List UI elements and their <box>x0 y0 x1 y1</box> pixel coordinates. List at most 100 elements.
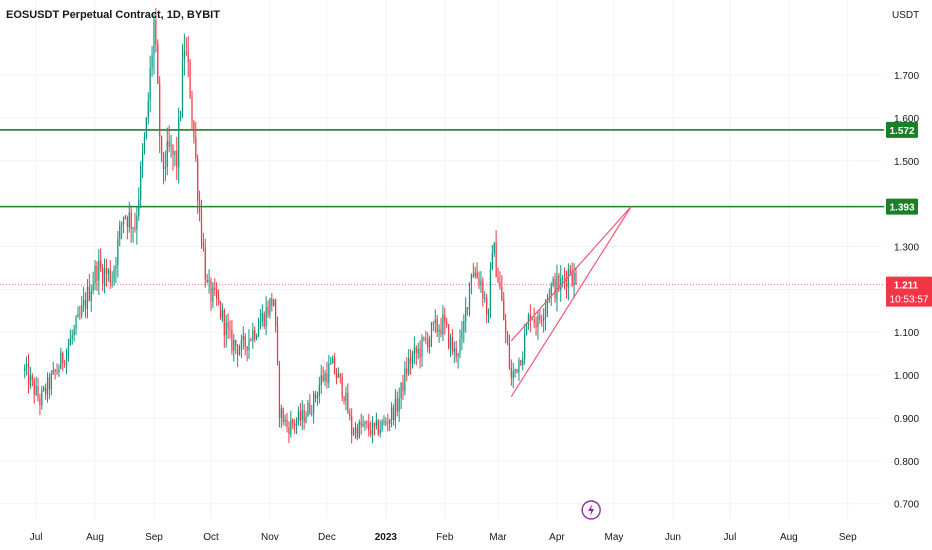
candle-body <box>558 275 560 291</box>
time-tick-label: Oct <box>203 532 219 543</box>
time-axis[interactable]: Jul Aug Sep Oct Nov Dec 2023 Feb Mar Apr May Jun Jul… <box>30 532 857 543</box>
candle-body <box>195 137 197 159</box>
candle-body <box>554 279 556 299</box>
candle-body <box>516 368 518 373</box>
candle-body <box>96 265 98 281</box>
candle-body <box>447 324 450 348</box>
candle-body <box>261 313 263 322</box>
candle-body <box>238 350 241 355</box>
candle-body <box>320 375 322 386</box>
candle-body <box>442 314 444 334</box>
candle-body <box>138 199 140 216</box>
candle-body <box>303 410 305 423</box>
candle-body <box>313 393 315 414</box>
candle-body <box>107 269 109 274</box>
candle-body <box>159 83 161 137</box>
candle-body <box>459 339 461 354</box>
candle-body <box>94 265 96 284</box>
rising-wedge-drawing[interactable] <box>510 206 632 397</box>
candle-body <box>39 397 41 406</box>
candle-body <box>119 225 121 239</box>
price-tick-label: 0.900 <box>894 414 919 425</box>
candle-body <box>552 279 554 285</box>
candle-body <box>546 297 549 307</box>
candle-body <box>214 287 216 290</box>
candle-body <box>216 289 218 300</box>
candle-body <box>140 166 142 200</box>
candle-body <box>461 331 463 340</box>
candle-body <box>141 152 144 167</box>
candle-body <box>265 306 267 327</box>
candle-body <box>575 272 577 285</box>
candle-body <box>470 274 473 283</box>
candle-body <box>539 315 541 321</box>
candle-body <box>383 421 385 423</box>
candle-body <box>352 433 355 435</box>
horizontal-levels <box>0 129 884 286</box>
time-tick-label: Aug <box>780 532 798 543</box>
candle-body <box>56 371 58 373</box>
candle-body <box>244 335 246 347</box>
candle-body <box>419 348 421 358</box>
candle-body <box>155 20 157 45</box>
candle-body <box>88 286 90 301</box>
candle-body <box>571 273 573 286</box>
candle-body <box>543 317 545 321</box>
candle-body <box>149 68 151 101</box>
candle-body <box>305 416 307 423</box>
candle-body <box>406 368 408 374</box>
candle-body <box>436 319 438 333</box>
event-marker[interactable] <box>581 500 601 520</box>
candle-body <box>48 377 51 390</box>
candle-body <box>343 397 345 401</box>
candle-body <box>548 296 550 298</box>
candle-body <box>468 282 471 309</box>
candle-body <box>444 314 446 323</box>
candle-body <box>368 422 370 431</box>
candle-body <box>328 364 330 383</box>
candle-body <box>217 299 220 302</box>
candle-body <box>229 328 231 331</box>
candle-body <box>219 301 222 318</box>
candle-body <box>332 357 334 364</box>
candle-body <box>168 141 170 147</box>
candle-body <box>179 112 182 118</box>
candle-body <box>392 407 395 421</box>
candle-body <box>440 329 442 334</box>
candle-body <box>537 315 539 328</box>
candle-body <box>484 297 486 299</box>
candle-body <box>409 357 412 364</box>
candle-body <box>527 314 530 326</box>
countdown-label: 10:53:57 <box>890 295 929 306</box>
candle-body <box>389 419 391 424</box>
candle-body <box>90 291 92 301</box>
candle-body <box>301 410 303 421</box>
candle-body <box>212 287 214 302</box>
candle-body <box>25 364 28 368</box>
price-tick-label: 1.300 <box>894 242 919 253</box>
price-tick-label: 1.600 <box>894 114 919 125</box>
candle-body <box>62 352 64 364</box>
candle-body <box>69 338 71 346</box>
candle-body <box>250 339 252 341</box>
last-price-tag <box>886 276 932 307</box>
candle-body <box>544 306 547 318</box>
candle-body <box>136 215 138 230</box>
lightning-bolt-shape <box>588 504 595 516</box>
candle-body <box>434 319 436 323</box>
candle-body <box>524 334 526 359</box>
candle-body <box>476 272 478 279</box>
candle-body <box>311 413 313 415</box>
candle-body <box>415 347 417 354</box>
candle-body <box>489 269 492 311</box>
candle-body <box>181 59 184 113</box>
price-tick-label: 1.000 <box>894 371 919 382</box>
time-tick-label: Sep <box>145 532 163 543</box>
candle-body <box>273 299 275 306</box>
candle-body <box>52 369 54 374</box>
candle-body <box>573 272 575 286</box>
wedge-upper-line <box>510 206 632 342</box>
time-tick-label: Apr <box>549 532 565 543</box>
candle-body <box>565 279 568 287</box>
